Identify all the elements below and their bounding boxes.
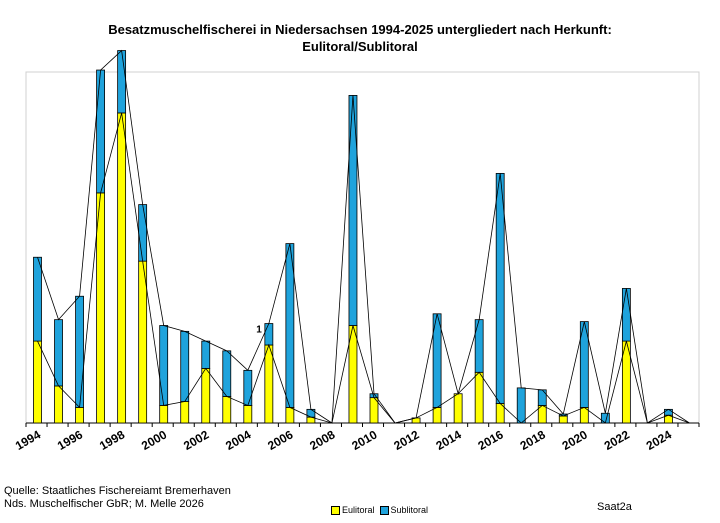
source-line1: Quelle: Staatliches Fischereiamt Bremerh… — [4, 485, 231, 497]
legend-item-eulitoral: Eulitoral — [331, 505, 375, 515]
x-tick-label-2014: 2014 — [433, 427, 463, 453]
bar-eulitoral-2015 — [474, 371, 484, 424]
bar-eulitoral-1996 — [75, 406, 84, 424]
chart-title-line1: Besatzmuschelfischerei in Niedersachsen … — [108, 22, 612, 37]
bar-sublitoral-2018 — [537, 389, 547, 406]
bar-sublitoral-2002 — [201, 340, 211, 369]
x-tick-label-2008: 2008 — [307, 427, 337, 453]
bar-eulitoral-2001 — [180, 401, 190, 424]
bar-eulitoral-2002 — [201, 367, 211, 424]
bar-eulitoral-1999 — [138, 260, 148, 424]
x-tick-label-2004: 2004 — [223, 427, 253, 453]
bar-sublitoral-2004 — [243, 369, 253, 406]
bar-sublitoral-2024 — [664, 408, 673, 416]
bar-sublitoral-1995 — [54, 319, 63, 387]
bar-sublitoral-1999 — [138, 204, 148, 262]
source-line2: Nds. Muschelfischer GbR; M. Melle 2026 — [4, 498, 204, 510]
x-tick-label-2002: 2002 — [181, 427, 211, 453]
line-total — [37, 49, 690, 424]
x-tick-label-2006: 2006 — [265, 427, 295, 453]
chart-title: Besatzmuschelfischerei in Niedersachsen … — [0, 21, 720, 55]
line-eulitoral — [37, 112, 690, 424]
bar-sublitoral-1994 — [33, 256, 42, 342]
x-tick-label-2020: 2020 — [560, 427, 590, 453]
bar-eulitoral-2006 — [285, 406, 295, 424]
x-tick-label-2024: 2024 — [644, 427, 674, 453]
legend-label-sublitoral: Sublitoral — [390, 505, 429, 515]
bar-sublitoral-1996 — [75, 295, 84, 408]
bar-sublitoral-2000 — [159, 325, 169, 406]
legend-item-sublitoral: Sublitoral — [379, 505, 429, 515]
x-tick-label-1994: 1994 — [13, 427, 43, 453]
legend-swatch-eulitoral — [331, 505, 340, 515]
bar-sublitoral-2001 — [180, 330, 190, 402]
bar-sublitoral-2005 — [264, 323, 274, 346]
legend-label-eulitoral: Eulitoral — [342, 505, 375, 515]
bar-eulitoral-2004 — [243, 405, 253, 424]
bar-eulitoral-2005 — [264, 344, 274, 424]
bar-eulitoral-2019 — [558, 415, 568, 424]
bar-eulitoral-2000 — [159, 405, 169, 424]
bar-eulitoral-1997 — [96, 192, 105, 424]
chart-title-line2: Eulitoral/Sublitoral — [302, 39, 418, 54]
bar-eulitoral-1998 — [117, 112, 127, 424]
bar-sublitoral-2003 — [222, 350, 232, 397]
x-tick-label-1996: 1996 — [55, 427, 85, 453]
watermark-text: Saat2a — [597, 501, 632, 513]
bar-sublitoral-1998 — [117, 50, 127, 114]
bar-sublitoral-1997 — [96, 69, 105, 194]
x-tick-label-2012: 2012 — [391, 427, 421, 453]
bar-sublitoral-2015 — [474, 319, 484, 373]
bar-sublitoral-2017 — [516, 387, 526, 424]
x-tick-label-1998: 1998 — [97, 427, 127, 453]
annotation-2005: 1 — [256, 325, 262, 336]
source-note: Quelle: Staatliches Fischereiamt Bremerh… — [4, 485, 231, 511]
bar-eulitoral-2014 — [453, 393, 463, 424]
x-tick-label-2022: 2022 — [602, 427, 632, 453]
x-tick-label-2010: 2010 — [349, 427, 379, 453]
bar-eulitoral-1994 — [33, 340, 42, 424]
x-tick-label-2018: 2018 — [518, 427, 548, 453]
bar-eulitoral-2003 — [222, 396, 232, 424]
bar-sublitoral-2022 — [621, 288, 631, 342]
x-tick-label-2016: 2016 — [476, 427, 506, 453]
bar-eulitoral-2013 — [432, 406, 442, 424]
x-tick-label-2000: 2000 — [139, 427, 169, 453]
legend-swatch-sublitoral — [379, 505, 389, 515]
bar-eulitoral-1995 — [54, 385, 63, 424]
plot-area — [25, 71, 700, 424]
legend: Eulitoral Sublitoral — [331, 505, 433, 515]
bar-sublitoral-2016 — [495, 172, 505, 404]
